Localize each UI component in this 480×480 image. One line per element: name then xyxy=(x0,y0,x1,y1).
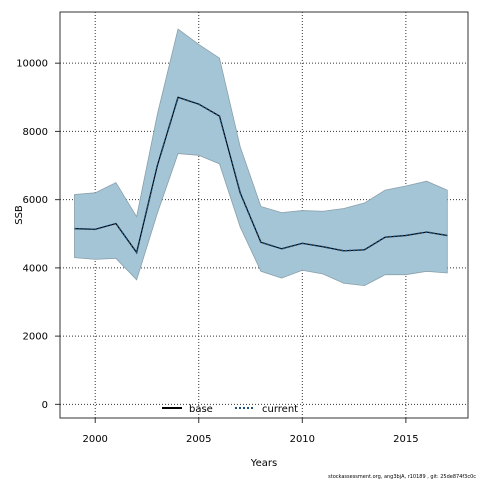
x-tick-label: 2010 xyxy=(290,434,315,445)
legend-base-label: base xyxy=(189,404,213,415)
x-tick-label: 2000 xyxy=(82,434,107,445)
series-line-current xyxy=(74,96,448,255)
y-tick-label: 2000 xyxy=(23,332,48,343)
legend-current-label: current xyxy=(262,404,298,415)
x-tick-label: 2015 xyxy=(393,434,418,445)
y-tick-label: 8000 xyxy=(23,127,48,138)
x-tick-label: 2005 xyxy=(186,434,211,445)
x-axis-title: Years xyxy=(250,458,277,469)
y-tick-label: 4000 xyxy=(23,263,48,274)
plot-frame xyxy=(59,11,469,419)
confidence-band xyxy=(74,28,448,287)
series-lines-layer xyxy=(74,96,448,255)
confidence-band-layer xyxy=(74,28,448,287)
footer-text: stockassessment.org, ang3bjA, r10189 , g… xyxy=(328,474,476,480)
legend: base current xyxy=(162,404,298,415)
y-tick-label: 10000 xyxy=(16,59,48,70)
y-tick-label: 0 xyxy=(42,400,48,411)
y-axis-title: SSB xyxy=(14,205,25,225)
axes-layer: 2000 2005 2010 2015 0 2000 4000 6000 8000 10000 xyxy=(16,59,418,445)
y-tick-label: 6000 xyxy=(23,195,48,206)
